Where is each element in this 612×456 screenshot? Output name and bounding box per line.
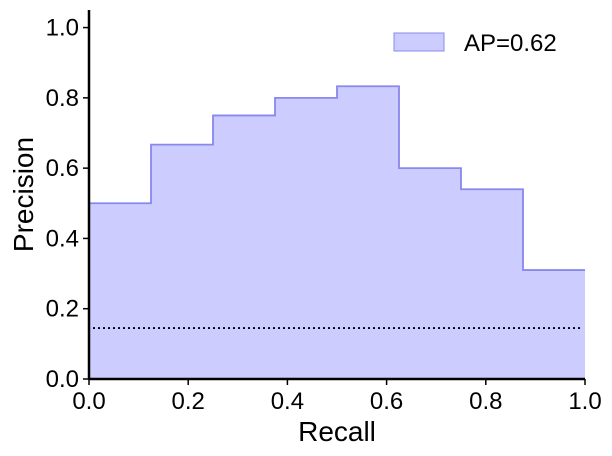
- x-tick-label: 0.8: [469, 388, 502, 415]
- pr-area-fill: [89, 86, 585, 379]
- axes: [87, 10, 585, 381]
- y-tick-label: 0.2: [46, 296, 79, 323]
- x-axis-title: Recall: [298, 416, 376, 447]
- y-tick-label: 1.0: [46, 15, 79, 42]
- legend-label: AP=0.62: [464, 30, 557, 57]
- x-tick-label: 0.2: [172, 388, 205, 415]
- y-axis-title: Precision: [8, 137, 39, 252]
- y-tick-label: 0.0: [46, 366, 79, 393]
- pr-step-line: [89, 85, 585, 271]
- plot-area: [89, 85, 585, 379]
- x-tick-label: 1.0: [568, 388, 601, 415]
- legend: AP=0.62: [393, 30, 557, 57]
- y-tick-label: 0.8: [46, 85, 79, 112]
- y-tick-label: 0.4: [46, 225, 79, 252]
- y-tick-label: 0.6: [46, 155, 79, 182]
- legend-swatch: [393, 32, 445, 52]
- x-tick-label: 0.6: [370, 388, 403, 415]
- x-axis-ticks: 0.0 0.2 0.4 0.6 0.8 1.0: [72, 379, 602, 415]
- x-tick-label: 0.0: [72, 388, 105, 415]
- x-tick-label: 0.4: [271, 388, 304, 415]
- y-axis-ticks: 0.0 0.2 0.4 0.6 0.8 1.0: [46, 15, 89, 393]
